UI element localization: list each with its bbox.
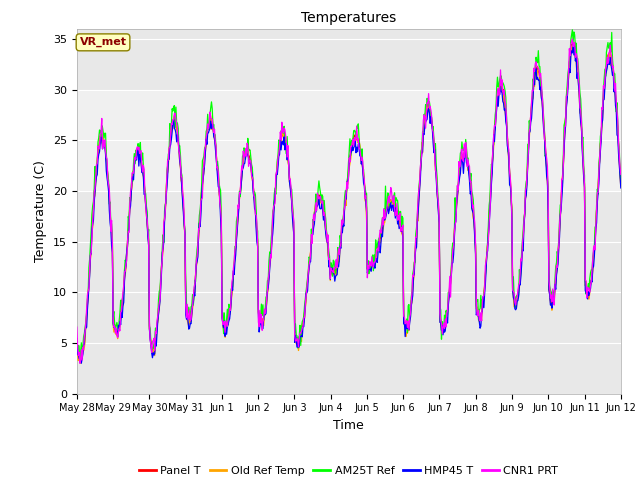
Text: VR_met: VR_met xyxy=(79,37,127,48)
Legend: Panel T, Old Ref Temp, AM25T Ref, HMP45 T, CNR1 PRT: Panel T, Old Ref Temp, AM25T Ref, HMP45 … xyxy=(135,461,563,480)
Bar xyxy=(77,90,621,191)
X-axis label: Time: Time xyxy=(333,419,364,432)
Title: Temperatures: Temperatures xyxy=(301,11,396,25)
Y-axis label: Temperature (C): Temperature (C) xyxy=(35,160,47,262)
